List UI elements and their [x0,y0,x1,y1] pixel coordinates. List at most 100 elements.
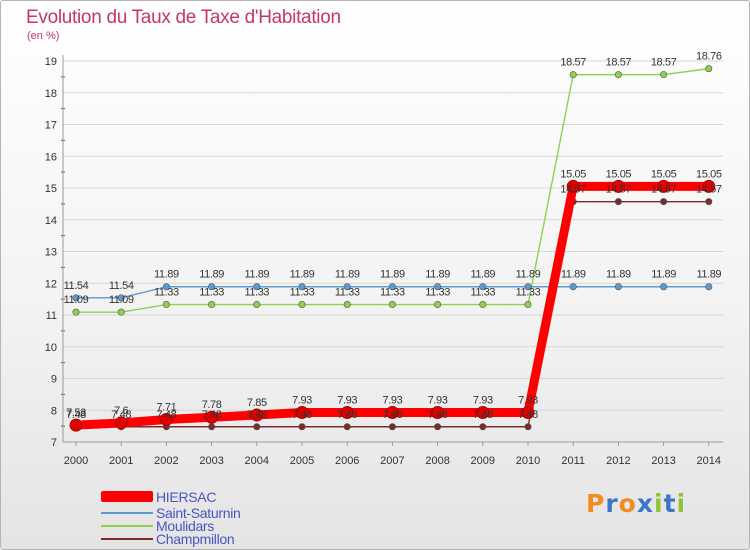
data-point [69,418,83,432]
data-label: 11.89 [606,269,631,281]
data-label: 18.57 [606,57,632,69]
data-point [343,423,351,431]
data-point [159,412,173,426]
data-point [208,423,216,431]
data-label: 18.76 [696,51,722,63]
x-tick-label: 2013 [651,455,675,467]
data-point [385,405,399,419]
data-label: 11.33 [380,287,405,299]
data-label: 11.89 [290,269,315,281]
data-point [479,283,487,291]
y-tick-label: 17 [45,120,57,132]
data-point [295,405,309,419]
data-point [660,283,668,291]
data-point [253,301,261,309]
data-label: 11.33 [154,287,179,299]
legend-swatch-moulidars [101,525,153,527]
data-point [524,423,532,431]
data-point [343,283,351,291]
x-tick-label: 2007 [380,455,404,467]
x-tick-label: 2014 [697,455,721,467]
data-label: 11.89 [470,269,495,281]
data-label: 7.48 [518,409,538,421]
data-point [521,405,535,419]
data-label: 7.93 [337,394,357,406]
data-point [614,71,622,79]
data-point [479,423,487,431]
data-label: 7.78 [202,399,222,411]
legend-label-champmillon: Champmillon [156,531,235,547]
x-tick-label: 2011 [561,455,585,467]
data-label: 11.89 [244,269,269,281]
data-label: 15.05 [560,168,586,180]
y-tick-label: 14 [45,215,57,227]
data-label: 7.85 [247,397,267,409]
data-label: 11.89 [154,269,179,281]
data-point [162,301,170,309]
x-tick-label: 2000 [64,455,88,467]
x-tick-label: 2001 [109,455,133,467]
data-point [162,283,170,291]
legend-label-hiersac: HIERSAC [156,489,217,505]
data-point [476,405,490,419]
data-label: 11.33 [199,287,224,299]
x-tick-label: 2010 [516,455,540,467]
logo-letter: o [618,489,637,518]
data-label: 18.57 [651,57,677,69]
data-point [705,283,713,291]
data-label: 18.57 [560,57,586,69]
data-label: 7.93 [292,394,312,406]
data-point [657,179,671,193]
data-point [569,283,577,291]
data-point [298,283,306,291]
data-label: 14.57 [560,184,586,196]
data-label: 15.05 [606,168,632,180]
data-label: 11.89 [380,269,405,281]
data-point [614,198,622,206]
data-label: 11.89 [561,269,586,281]
data-point [208,283,216,291]
data-point [479,301,487,309]
data-label: 11.33 [335,287,360,299]
x-tick-label: 2002 [154,455,178,467]
data-label: 7.48 [337,409,357,421]
data-point [431,405,445,419]
series-saint-saturnin [72,283,713,302]
y-tick-label: 11 [46,310,57,322]
data-label: 7.48 [247,409,267,421]
data-point [614,283,622,291]
legend-swatch-champmillon [101,538,153,540]
logo-letter: x [636,489,654,518]
data-point [388,423,396,431]
data-point [388,283,396,291]
data-point [205,410,219,424]
data-label: 7.6 [114,405,128,417]
y-tick-label: 19 [45,56,57,68]
data-label: 11.89 [696,269,721,281]
y-tick-label: 10 [45,342,57,354]
legend-swatch-saint-saturnin [101,512,153,514]
data-point [611,179,625,193]
data-label: 7.48 [66,409,86,421]
data-point [72,308,80,316]
data-point [72,294,80,302]
data-point [705,65,713,73]
y-tick-label: 15 [45,183,57,195]
data-label: 7.53 [66,407,86,419]
data-point [298,423,306,431]
data-label: 7.48 [382,409,402,421]
data-label: 11.33 [290,287,315,299]
data-label: 7.93 [382,394,402,406]
legend-label-saint-saturnin: Saint-Saturnin [156,505,241,521]
data-label: 11.33 [244,287,269,299]
data-label: 15.05 [651,168,677,180]
data-point [660,198,668,206]
data-label: 14.57 [606,184,632,196]
data-point [253,423,261,431]
data-point [114,416,128,430]
x-tick-label: 2004 [245,455,269,467]
data-point [343,301,351,309]
data-point [253,283,261,291]
data-point [660,71,668,79]
